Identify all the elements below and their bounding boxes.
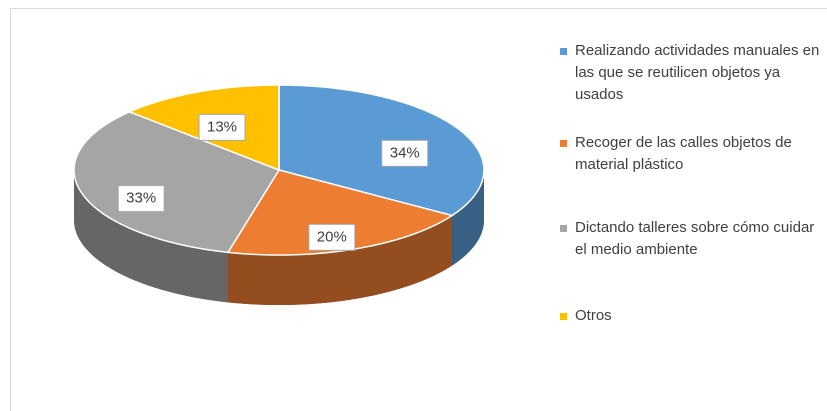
data-label-box bbox=[117, 185, 165, 213]
legend-label: Recoger de las calles objetos de materia… bbox=[575, 134, 792, 173]
legend-swatch bbox=[560, 140, 567, 147]
slice bbox=[73, 110, 281, 254]
legend-label: Realizando actividades manuales en las q… bbox=[575, 42, 820, 103]
legend-item: Realizando actividades manuales en las q… bbox=[560, 40, 822, 106]
legend-label: Dictando talleres sobre cómo cuidar el m… bbox=[575, 219, 815, 258]
data-label-box bbox=[198, 113, 246, 141]
slice-side bbox=[228, 215, 453, 305]
legend-item: Recoger de las calles objetos de materia… bbox=[560, 132, 822, 176]
chart-frame bbox=[10, 8, 827, 411]
legend-swatch bbox=[560, 313, 567, 320]
legend-swatch bbox=[560, 48, 567, 55]
data-label: 13% bbox=[207, 118, 237, 135]
data-label-box bbox=[308, 223, 356, 251]
legend-item: Otros bbox=[560, 305, 822, 327]
legend-item: Dictando talleres sobre cómo cuidar el m… bbox=[560, 217, 822, 261]
data-label: 20% bbox=[317, 228, 347, 245]
data-label: 34% bbox=[390, 144, 420, 161]
slice-side bbox=[74, 170, 229, 303]
data-label-box bbox=[381, 139, 429, 167]
legend-swatch bbox=[560, 225, 567, 232]
data-label: 33% bbox=[126, 190, 156, 207]
legend-label: Otros bbox=[575, 307, 612, 324]
